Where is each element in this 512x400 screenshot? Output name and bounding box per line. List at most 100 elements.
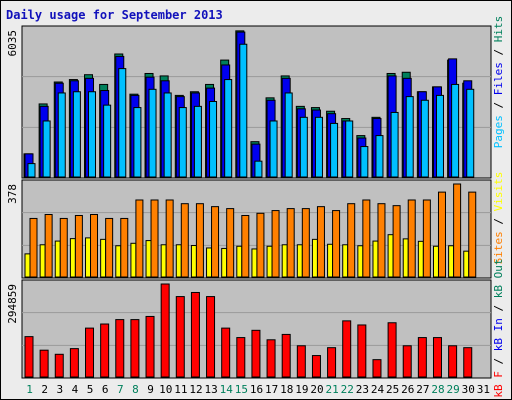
day-label: 7 [117, 383, 124, 396]
kb-f-bar [69, 348, 79, 378]
pages-bar [148, 88, 157, 178]
day-label: 16 [250, 383, 263, 396]
right-label-pages-files-hits-part: / [492, 95, 505, 115]
kb-f-bar [417, 337, 427, 378]
right-label-sites-visits-part: / [492, 211, 505, 231]
day-label: 15 [235, 383, 248, 396]
kb-f-bar [342, 320, 352, 378]
day-label: 2 [41, 383, 48, 396]
day-label: 3 [57, 383, 64, 396]
pages-bar [284, 92, 293, 178]
pages-bar [435, 94, 444, 178]
kb-f-bar [145, 315, 155, 378]
day-label: 31 [477, 383, 490, 396]
right-label-pages-files-hits-part: Pages [492, 115, 505, 148]
sites-bar [90, 214, 99, 278]
right-label-sites-visits: Sites / Visits [492, 172, 505, 265]
visits-bar [54, 240, 61, 278]
panel-hits-ymax-label: 6035 [6, 30, 19, 57]
visits-bar [281, 244, 288, 278]
visits-bar [266, 245, 273, 278]
pages-bar [314, 116, 323, 178]
day-label: 4 [72, 383, 79, 396]
pages-bar [345, 120, 354, 178]
sites-bar [226, 208, 235, 278]
day-label: 17 [265, 383, 278, 396]
visits-bar [145, 240, 152, 278]
kb-f-bar [448, 345, 458, 378]
pages-bar [330, 122, 339, 178]
kb-f-bar [311, 355, 321, 378]
visits-bar [39, 244, 46, 278]
pages-bar [405, 96, 414, 178]
visits-bar [432, 245, 439, 278]
pages-bar [72, 91, 81, 178]
visits-bar [327, 243, 334, 278]
day-label: 9 [147, 383, 154, 396]
pages-bar [163, 92, 172, 178]
pages-bar [103, 104, 112, 178]
kb-f-bar [190, 291, 200, 378]
sites-bar [59, 217, 68, 278]
pages-bar [466, 88, 475, 178]
sites-bar [150, 199, 159, 278]
sites-bar [437, 191, 446, 278]
sites-bar [180, 203, 189, 278]
visits-bar [160, 244, 167, 278]
day-label: 23 [356, 383, 369, 396]
visits-bar [206, 247, 213, 278]
day-label: 18 [280, 383, 293, 396]
day-label: 20 [310, 383, 323, 396]
visits-bar [69, 238, 76, 278]
sites-bar [316, 206, 325, 278]
pages-bar [360, 146, 369, 178]
pages-bar [224, 79, 233, 178]
kb-f-bar [327, 347, 337, 378]
kb-f-bar [206, 296, 216, 378]
sites-bar [377, 203, 386, 278]
kb-f-bar [221, 327, 231, 378]
kb-f-bar [100, 323, 110, 378]
sites-bar [44, 214, 53, 278]
pages-bar [57, 92, 66, 178]
sites-bar [195, 203, 204, 278]
sites-bar [422, 199, 431, 278]
visits-bar [115, 245, 122, 278]
sites-bar [241, 214, 250, 278]
visits-bar [130, 242, 137, 278]
kb-f-bar [281, 333, 291, 378]
sites-bar [347, 203, 356, 278]
chart-title: Daily usage for September 2013 [6, 8, 223, 22]
day-label: 22 [341, 383, 354, 396]
pages-bar [88, 91, 97, 178]
kb-f-bar [357, 324, 367, 378]
right-label-kb: kB F / kB In / kB Out [492, 258, 505, 397]
right-label-sites-visits-part: Sites [492, 231, 505, 264]
visits-bar [463, 250, 470, 278]
day-label: 19 [295, 383, 308, 396]
visits-bar [221, 247, 228, 278]
visits-bar [387, 234, 394, 278]
pages-bar [254, 160, 263, 178]
day-label: 30 [462, 383, 475, 396]
sites-bar [120, 217, 129, 278]
kb-f-bar [236, 337, 246, 378]
pages-bar [390, 111, 399, 178]
visits-bar [357, 245, 364, 278]
pages-bar [193, 105, 202, 178]
right-label-sites-visits-part: Visits [492, 172, 505, 212]
right-label-pages-files-hits-part: Hits [492, 16, 505, 43]
pages-bar [420, 99, 429, 178]
right-label-pages-files-hits: Pages / Files / Hits [492, 16, 505, 149]
visits-bar [190, 245, 197, 278]
kb-f-bar [115, 319, 125, 378]
kb-f-bar [24, 336, 34, 378]
visits-bar [448, 245, 455, 278]
visits-bar [342, 244, 349, 278]
visits-bar [311, 238, 318, 278]
sites-bar [392, 205, 401, 278]
day-label: 24 [371, 383, 385, 396]
kb-f-bar [39, 349, 49, 378]
visits-bar [100, 238, 107, 278]
sites-bar [74, 214, 83, 278]
